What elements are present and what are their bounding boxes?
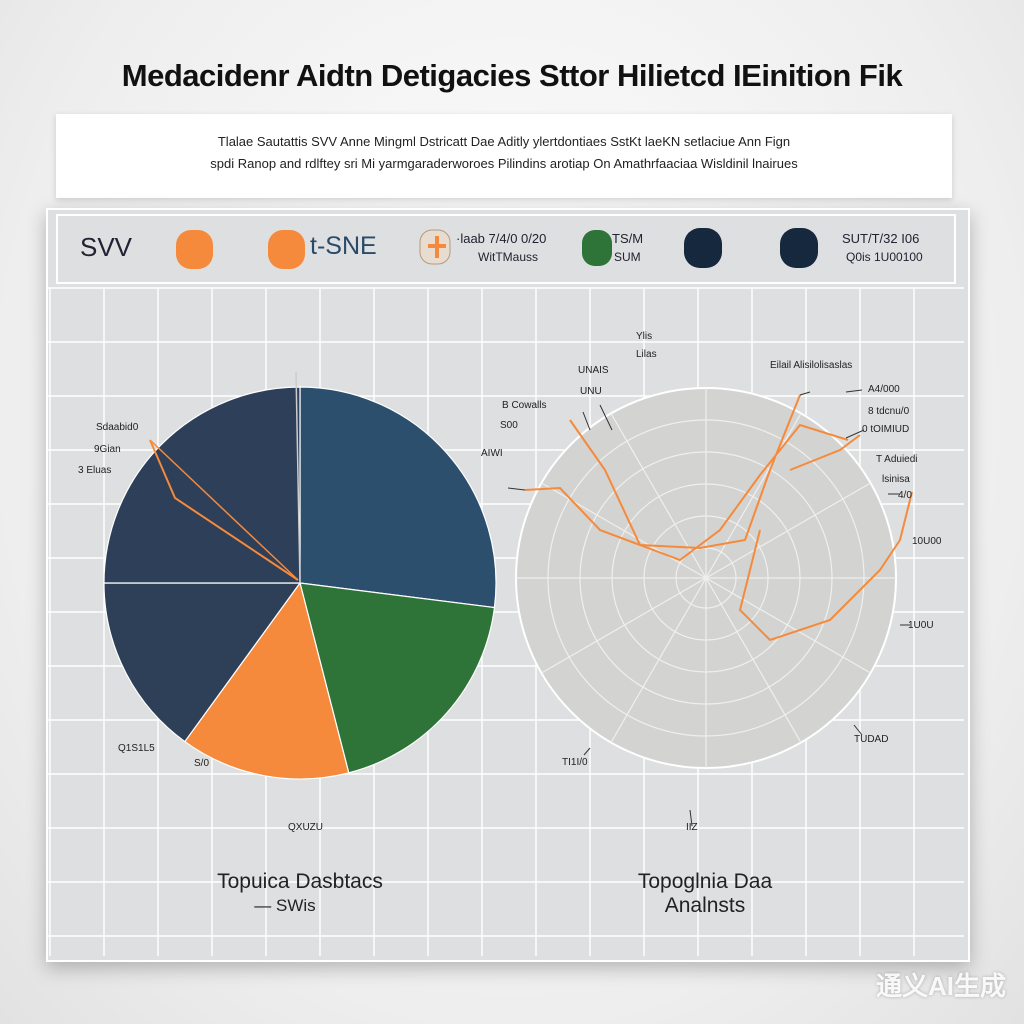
- legend-swatch-green: [582, 230, 612, 266]
- pie-slice-4: [103, 582, 302, 743]
- legend-label-mid-1: ·laab 7/4/0 0/20: [456, 231, 547, 246]
- area-annotation: B Cowalls: [502, 400, 546, 411]
- polar-spoke: [705, 577, 871, 674]
- polar-spoke: [541, 577, 707, 674]
- area-annotation: Eilail Alisilolisaslas: [770, 360, 852, 371]
- polar-spoke: [541, 482, 707, 579]
- area-series-line-4: [789, 434, 861, 471]
- pie-orange-leader-2: [149, 439, 299, 581]
- area-annotation: Lilas: [636, 349, 657, 360]
- legend-swatch-orange-1: [176, 230, 213, 269]
- legend-label-mid-2: WitTMauss: [478, 250, 538, 264]
- pie-annotation: S/0: [194, 758, 209, 769]
- legend-swatch-orange-mark: [428, 236, 446, 258]
- legend-swatch-navy-1: [684, 228, 722, 268]
- area-annotation: 0 tOIMIUD: [862, 424, 909, 435]
- subtitle-line-1: Tlalae Sautattis SVV Anne Mingml Dstrica…: [217, 134, 791, 149]
- area-annotation: TUDAD: [854, 734, 888, 745]
- polar-spoke: [705, 482, 871, 579]
- area-annotation: A4/000: [868, 384, 900, 395]
- annotation-pointer: [853, 724, 863, 736]
- area-annotation: S00: [500, 420, 518, 431]
- area-annotation: 1U0U: [908, 620, 934, 631]
- pie-orange-leader: [149, 439, 299, 581]
- annotation-pointer: [799, 391, 811, 396]
- legend-label-right-2: Q0is 1U00100: [846, 250, 923, 264]
- annotation-pointer: [845, 429, 865, 439]
- legend-label-tsne: t-SNE: [310, 232, 377, 260]
- area-annotation: TI1I/0: [562, 757, 588, 768]
- pie-annotation: Sdaabid0: [96, 422, 139, 433]
- pie-annotation: 9Gian: [94, 444, 121, 455]
- area-annotation: T Aduiedi: [876, 454, 918, 465]
- annotation-pointer: [689, 809, 693, 827]
- legend-swatch-navy-2: [780, 228, 818, 268]
- annotation-pointer: [599, 404, 613, 431]
- pie-slice-3: [183, 581, 350, 780]
- area-annotation: 10U00: [912, 536, 942, 547]
- polar-spoke: [705, 413, 802, 579]
- subtitle-line-2: spdi Ranop and rdlftey sri Mi yarmgarade…: [210, 156, 798, 171]
- pie-divider: [295, 371, 301, 584]
- pie-slice-1: [299, 386, 497, 609]
- pie-slice-5: [103, 386, 301, 584]
- area-annotation: UNU: [580, 386, 602, 397]
- legend-label-green-1: TS/M: [612, 231, 644, 246]
- subtitle-box: Tlalae Sautattis SVV Anne Mingml Dstrica…: [56, 114, 952, 198]
- polar-spoke: [610, 413, 707, 579]
- polar-spoke: [610, 577, 707, 743]
- annotation-pointer: [845, 389, 863, 393]
- pie-annotation: QXUZU: [288, 822, 323, 833]
- area-series-line-2: [569, 394, 801, 550]
- watermark: 通义AI生成: [875, 971, 1006, 1001]
- pie-chart-caption: Topuica Dasbtacs: [217, 870, 383, 893]
- polar-spoke: [705, 577, 802, 743]
- area-annotation: AIWI: [481, 448, 503, 459]
- pie-slice-2: [299, 582, 496, 774]
- area-annotation: 8 tdcnu/0: [868, 406, 910, 417]
- legend-label-svv: SVV: [80, 232, 133, 262]
- area-chart-subcaption: Analnsts: [664, 894, 746, 917]
- legend-label-right-1: SUT/T/32 I06: [842, 231, 920, 246]
- area-annotation: Ylis: [636, 331, 652, 342]
- area-annotation: 4/0: [898, 490, 912, 501]
- area-chart-caption: Topoglnia Daa: [637, 870, 773, 893]
- annotation-pointer: [582, 411, 591, 431]
- chart-title: Medacidenr Aidtn Detigacies Sttor Hiliet…: [121, 58, 903, 93]
- area-series-line-1: [524, 423, 849, 562]
- area-series-line-3: [738, 491, 913, 642]
- pie-chart-subcaption: — SWis: [254, 896, 316, 915]
- pie-annotation: Q1S1L5: [118, 743, 155, 754]
- pie-annotation: 3 Eluas: [78, 465, 111, 476]
- area-annotation: IIZ: [686, 822, 698, 833]
- legend-swatch-orange-2: [268, 230, 305, 269]
- area-annotation: lsinisa: [882, 474, 910, 485]
- legend-label-green-2: SUM: [614, 250, 641, 264]
- annotation-pointer: [507, 487, 526, 491]
- annotation-pointer: [583, 747, 591, 756]
- legend: [56, 214, 956, 284]
- area-annotation: UNAIS: [578, 365, 609, 376]
